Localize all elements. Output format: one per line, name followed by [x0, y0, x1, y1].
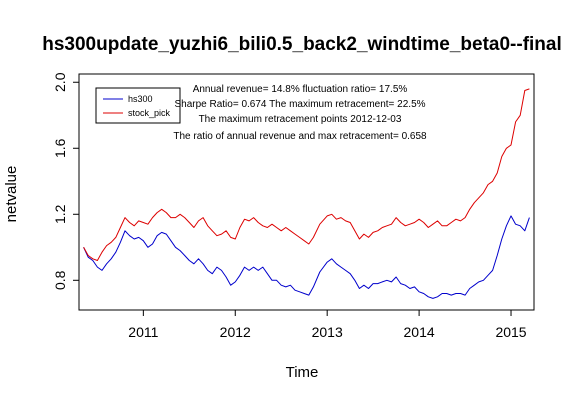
- legend-label-hs300: hs300: [128, 94, 153, 104]
- y-tick-label: 1.6: [52, 138, 68, 158]
- x-tick-label: 2014: [404, 324, 435, 340]
- y-axis: 0.8 1.2 1.6 2.0: [52, 72, 80, 290]
- legend-label-stock-pick: stock_pick: [128, 108, 171, 118]
- annotation-sharpe-ratio: Sharpe Ratio= 0.674 The maximum retracem…: [174, 99, 425, 110]
- annotations: Annual revenue= 14.8% fluctuation ratio=…: [173, 84, 427, 142]
- y-axis-label: netvalue: [3, 166, 20, 223]
- x-axis: 2011 2012 2013 2014 2015: [128, 309, 527, 340]
- annotation-annual-revenue: Annual revenue= 14.8% fluctuation ratio=…: [193, 84, 408, 95]
- x-tick-label: 2011: [128, 324, 158, 340]
- x-tick-label: 2015: [495, 324, 526, 340]
- y-tick-label: 2.0: [52, 72, 68, 92]
- annotation-revenue-retracement-ratio: The ratio of annual revenue and max retr…: [173, 131, 427, 142]
- series-line-stock-pick: [83, 88, 530, 261]
- legend-box: [95, 87, 181, 124]
- x-tick-label: 2013: [312, 324, 343, 340]
- x-axis-label: Time: [286, 364, 319, 381]
- legend: hs300 stock_pick: [95, 87, 181, 124]
- y-tick-label: 0.8: [52, 270, 68, 290]
- x-tick-label: 2012: [220, 324, 251, 340]
- series-line-hs300: [83, 215, 530, 299]
- annotation-max-retracement-point: The maximum retracement points 2012-12-0…: [199, 114, 402, 125]
- chart-title: hs300update_yuzhi6_bili0.5_back2_windtim…: [42, 34, 562, 55]
- y-tick-label: 1.2: [52, 204, 68, 224]
- series-layer: [83, 88, 530, 299]
